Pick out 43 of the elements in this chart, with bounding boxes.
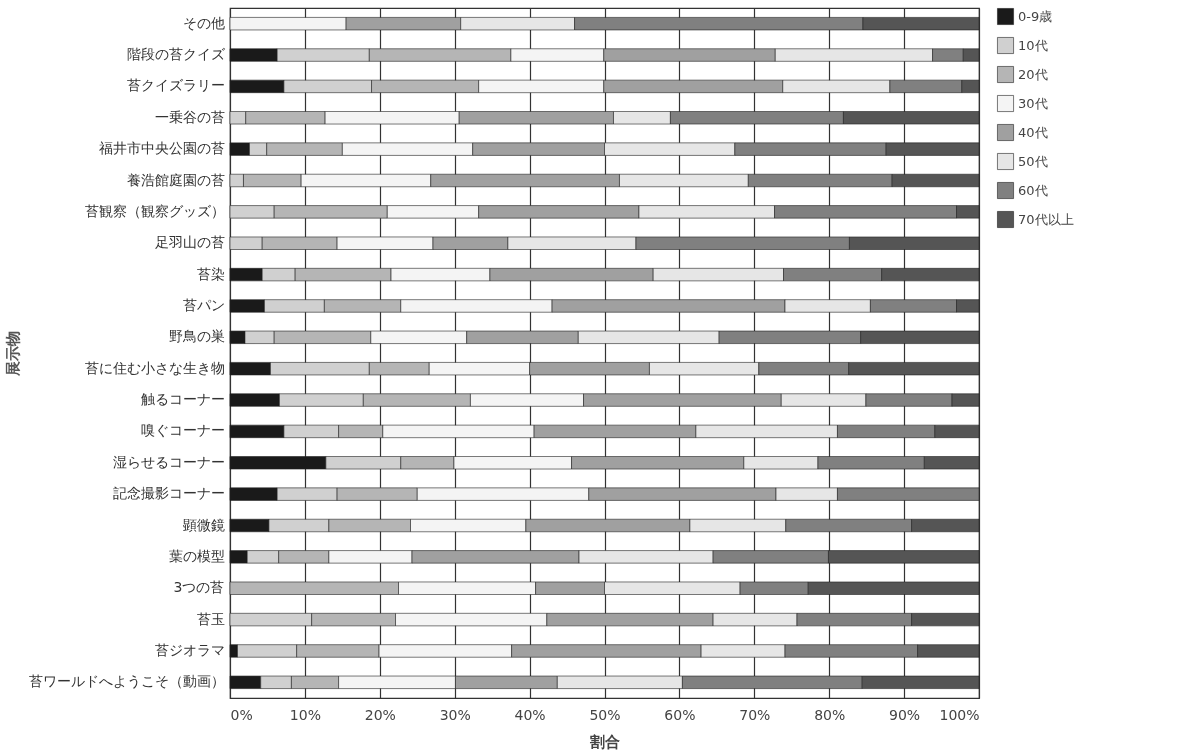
legend-label: 0-9歳 [1018, 8, 1053, 24]
x-tick-label: 40% [514, 706, 546, 723]
y-tick-label: 足羽山の苔 [154, 234, 225, 251]
y-tick-label: その他 [182, 14, 225, 31]
x-axis-title: 割合 [589, 732, 620, 751]
x-tick-label: 90% [889, 706, 921, 723]
legend-label: 40代 [1018, 124, 1048, 140]
x-tick-label: 0% [230, 706, 253, 723]
y-tick-label: 階段の苔クイズ [126, 46, 226, 63]
y-tick-label: 触るコーナー [140, 391, 225, 408]
y-tick-label: 湿らせるコーナー [112, 453, 225, 470]
y-tick-label: 苔ジオラマ [154, 641, 225, 658]
y-tick-label: 一乗谷の苔 [154, 108, 225, 125]
y-tick-label: 顕微鏡 [181, 516, 225, 533]
y-tick-label: 苔観察（観察グッズ） [84, 202, 225, 219]
legend-label: 20代 [1018, 66, 1048, 82]
x-tick-label: 70% [739, 706, 771, 723]
legend-label: 50代 [1018, 153, 1048, 169]
y-tick-label: 野鳥の巣 [168, 328, 225, 345]
legend-label: 30代 [1018, 95, 1048, 111]
x-tick-label: 30% [439, 706, 471, 723]
x-tick-label: 50% [589, 706, 621, 723]
x-tick-label: 20% [364, 706, 396, 723]
y-tick-label: 葉の模型 [168, 547, 225, 564]
y-tick-label: 苔クイズラリー [126, 77, 225, 94]
y-tick-label: 福井市中央公園の苔 [98, 140, 225, 157]
y-tick-label: 3つの苔 [173, 579, 225, 596]
y-tick-label: 苔ワールドへようこそ（動画） [28, 673, 225, 690]
x-tick-label: 60% [664, 706, 696, 723]
x-tick-label: 80% [814, 706, 846, 723]
y-tick-label: 嗅ぐコーナー [140, 422, 225, 439]
y-tick-label: 養浩館庭園の苔 [126, 171, 225, 188]
y-tick-label: 苔パン [182, 296, 225, 313]
y-tick-label: 記念撮影コーナー [112, 485, 225, 502]
y-axis-title: 展示物 [3, 331, 22, 377]
y-tick-label: 苔玉 [196, 610, 225, 627]
x-tick-label: 10% [289, 706, 321, 723]
legend-label: 60代 [1018, 182, 1048, 198]
legend-label: 70代以上 [1018, 211, 1074, 227]
legend-label: 10代 [1018, 37, 1048, 53]
y-tick-label: 苔に住む小さな生き物 [84, 359, 225, 376]
y-tick-label: 苔染 [196, 265, 225, 282]
x-tick-label: 100% [939, 706, 980, 723]
